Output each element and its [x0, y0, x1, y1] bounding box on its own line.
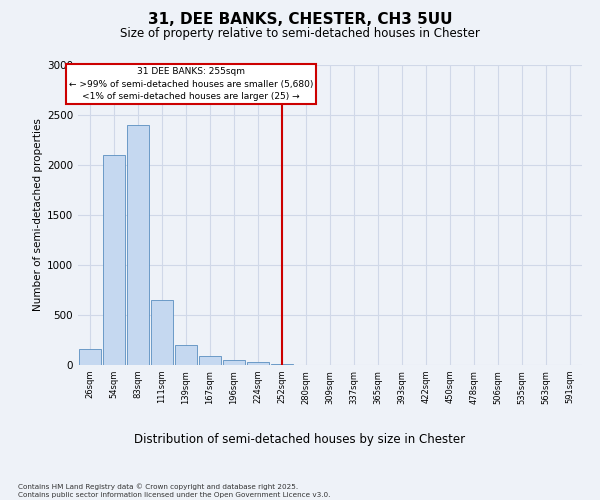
Text: 31, DEE BANKS, CHESTER, CH3 5UU: 31, DEE BANKS, CHESTER, CH3 5UU — [148, 12, 452, 28]
Bar — [79, 349, 101, 365]
Text: Size of property relative to semi-detached houses in Chester: Size of property relative to semi-detach… — [120, 28, 480, 40]
Text: Distribution of semi-detached houses by size in Chester: Distribution of semi-detached houses by … — [134, 432, 466, 446]
Bar — [151, 300, 173, 365]
Bar — [199, 356, 221, 365]
Bar — [175, 345, 197, 365]
Y-axis label: Number of semi-detached properties: Number of semi-detached properties — [33, 118, 43, 312]
Bar — [127, 125, 149, 365]
Bar — [223, 360, 245, 365]
Text: 31 DEE BANKS: 255sqm
← >99% of semi-detached houses are smaller (5,680)
<1% of s: 31 DEE BANKS: 255sqm ← >99% of semi-deta… — [68, 67, 313, 101]
Bar — [247, 362, 269, 365]
Text: Contains HM Land Registry data © Crown copyright and database right 2025.
Contai: Contains HM Land Registry data © Crown c… — [18, 484, 331, 498]
Bar — [103, 155, 125, 365]
Bar — [271, 364, 293, 365]
